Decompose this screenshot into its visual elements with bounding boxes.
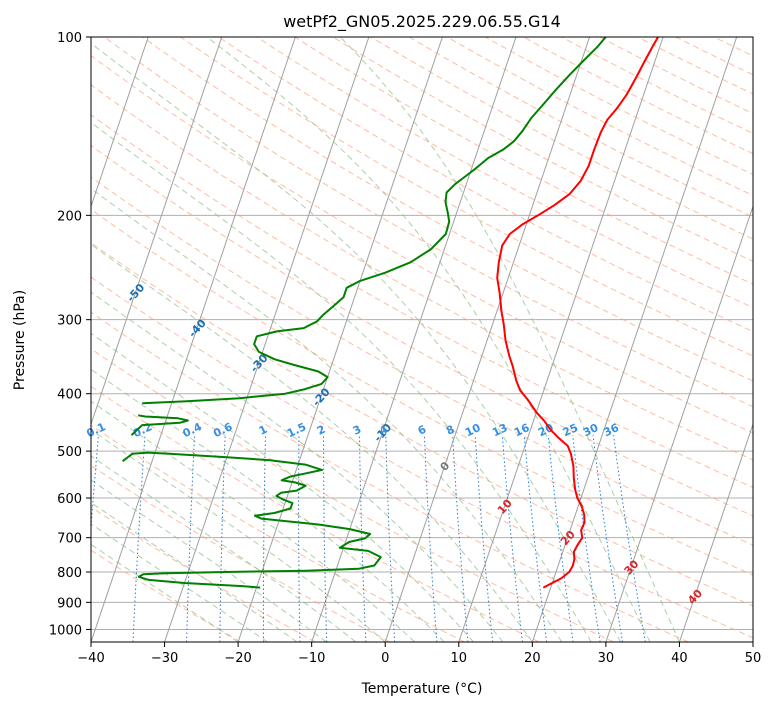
isotherm [91, 37, 149, 208]
mixing-ratio-line [186, 435, 196, 642]
moist-adiabat [91, 291, 504, 642]
mixing-ratio-line [262, 435, 266, 642]
mixing-ratio-line [523, 435, 548, 642]
reference-lines [91, 37, 753, 642]
mixing-ratio-line [452, 435, 469, 642]
mixing-ratio-line [547, 435, 574, 642]
mixing-ratio-label: 10 [463, 421, 483, 439]
y-tick-label: 400 [57, 388, 82, 403]
mixing-ratio-line [219, 435, 226, 642]
dry-adiabat [91, 311, 689, 642]
dry-adiabat [91, 84, 753, 461]
x-tick-label: 30 [598, 651, 615, 666]
mixing-ratio-line [423, 435, 438, 642]
mixing-ratio-line [323, 435, 328, 642]
dewpoint-profile [142, 37, 607, 405]
mixing-ratio-line [474, 435, 494, 642]
moist-adiabat [91, 368, 445, 642]
plot-frame [90, 36, 754, 643]
mixing-ratio-line [572, 435, 601, 642]
isotherm [605, 204, 753, 642]
mixing-ratio-line [132, 435, 146, 642]
moist-adiabat [206, 37, 651, 642]
x-tick-label: 10 [451, 651, 468, 666]
x-tick-label: 20 [524, 651, 541, 666]
x-axis-label: Temperature (°C) [361, 681, 483, 697]
mixing-ratio-line [592, 435, 624, 642]
moist-adiabat [91, 479, 327, 642]
moist-adiabat [91, 523, 268, 642]
mixing-ratio-label: 20 [536, 421, 556, 439]
dry-adiabat [91, 276, 753, 639]
dry-adiabat [91, 55, 753, 434]
dry-adiabat [104, 37, 753, 408]
dry-adiabat [91, 176, 753, 546]
y-tick-label: 500 [57, 445, 82, 460]
moist-adiabat [91, 187, 563, 642]
x-tick-label: 50 [745, 651, 762, 666]
moist-adiabat [91, 243, 533, 642]
dry-adiabat [91, 242, 753, 607]
y-axis: 100 200 300 400 500 600 700 800 900 1000 [49, 31, 91, 638]
dry-adiabat [91, 464, 391, 642]
mixing-ratio-line [385, 435, 396, 642]
dry-adiabat [142, 37, 753, 382]
mixing-ratio-label: 13 [490, 421, 509, 439]
y-tick-label: 900 [57, 596, 82, 611]
y-tick-label: 1000 [49, 623, 82, 638]
chart-title: wetPf2_GN05.2025.229.06.55.G14 [283, 12, 561, 32]
isotherm [91, 37, 223, 426]
y-tick-label: 600 [57, 492, 82, 507]
dry-adiabat [91, 424, 465, 642]
y-tick-label: 100 [57, 31, 82, 46]
x-tick-label: 40 [671, 651, 688, 666]
mixing-ratio-label: 36 [602, 421, 622, 439]
dewpoint-profile [121, 451, 382, 589]
dry-adiabat [91, 208, 753, 576]
mixing-ratio-label: 25 [561, 421, 580, 439]
x-tick-label: −30 [151, 651, 178, 666]
isotherm [164, 37, 370, 642]
mixing-ratio-label: 16 [512, 421, 532, 439]
x-tick-label: 0 [381, 651, 389, 666]
y-tick-label: 300 [57, 314, 82, 329]
moist-adiabat [91, 501, 298, 642]
x-tick-label: −10 [298, 651, 325, 666]
x-tick-label: −40 [77, 651, 104, 666]
mixing-ratio-line [91, 435, 99, 534]
temperature-profile [496, 37, 659, 589]
sounding-series [121, 37, 659, 589]
dewpoint-profile [130, 414, 189, 436]
mixing-ratio-line [358, 435, 367, 642]
x-axis: −40 −30 −20 −10 0 10 20 30 40 50 [77, 642, 761, 666]
y-tick-label: 200 [57, 209, 82, 224]
mixing-ratio-line [613, 435, 646, 642]
moist-adiabat [91, 429, 386, 642]
moist-adiabat [91, 42, 622, 642]
y-axis-label: Pressure (hPa) [12, 290, 28, 390]
y-tick-label: 800 [57, 566, 82, 581]
isotherm [531, 37, 738, 642]
dry-adiabat [91, 144, 753, 517]
moist-adiabat [91, 121, 592, 642]
isotherm [678, 422, 753, 642]
x-tick-label: −20 [224, 651, 251, 666]
y-tick-label: 700 [57, 532, 82, 547]
isotherm [311, 37, 517, 642]
mixing-ratio-label: 30 [581, 421, 601, 439]
mixing-ratio-line [501, 435, 523, 642]
isotherm [91, 37, 296, 642]
isotherm [458, 37, 664, 642]
moist-adiabat [91, 400, 415, 642]
isotherm [384, 37, 591, 642]
mixing-ratio-line [298, 435, 301, 642]
isotherm [237, 37, 443, 642]
dry-adiabat [91, 114, 753, 489]
